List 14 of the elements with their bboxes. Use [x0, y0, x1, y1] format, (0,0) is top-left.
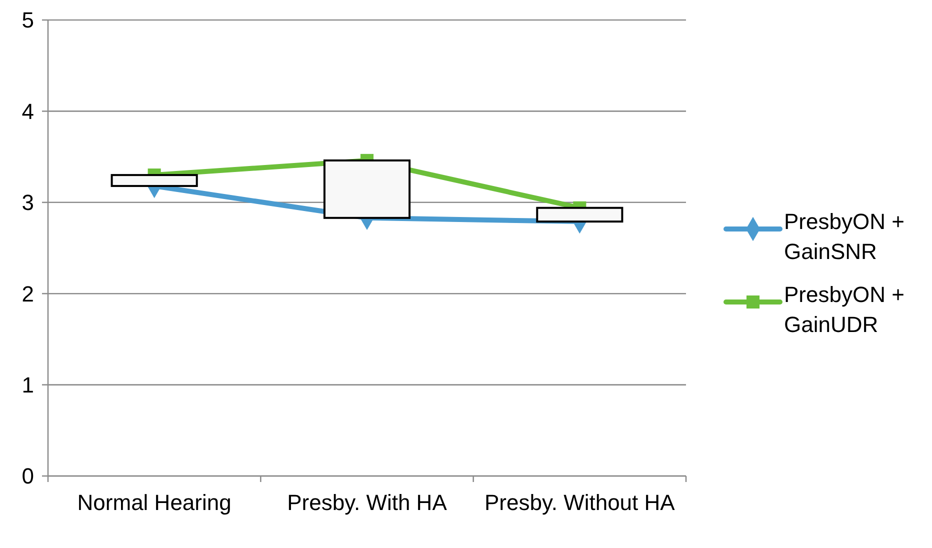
y-tick-label: 3: [22, 190, 34, 216]
x-tick-label: Presby. Without HA: [484, 490, 676, 515]
y-tick-label: 5: [22, 8, 34, 33]
legend-label: PresbyON + GainUDR: [784, 282, 904, 337]
x-tick-label: Normal Hearing: [77, 490, 232, 515]
x-tick-label: Presby. With HA: [287, 490, 448, 515]
y-tick-label: 1: [22, 372, 34, 398]
y-tick-label: 2: [22, 281, 34, 306]
bar: [110, 174, 198, 187]
bar: [536, 206, 624, 223]
bar: [323, 159, 411, 219]
y-tick-label: 0: [22, 464, 34, 489]
y-tick-label: 4: [22, 98, 34, 124]
legend-label: PresbyON + GainSNR: [784, 209, 904, 264]
